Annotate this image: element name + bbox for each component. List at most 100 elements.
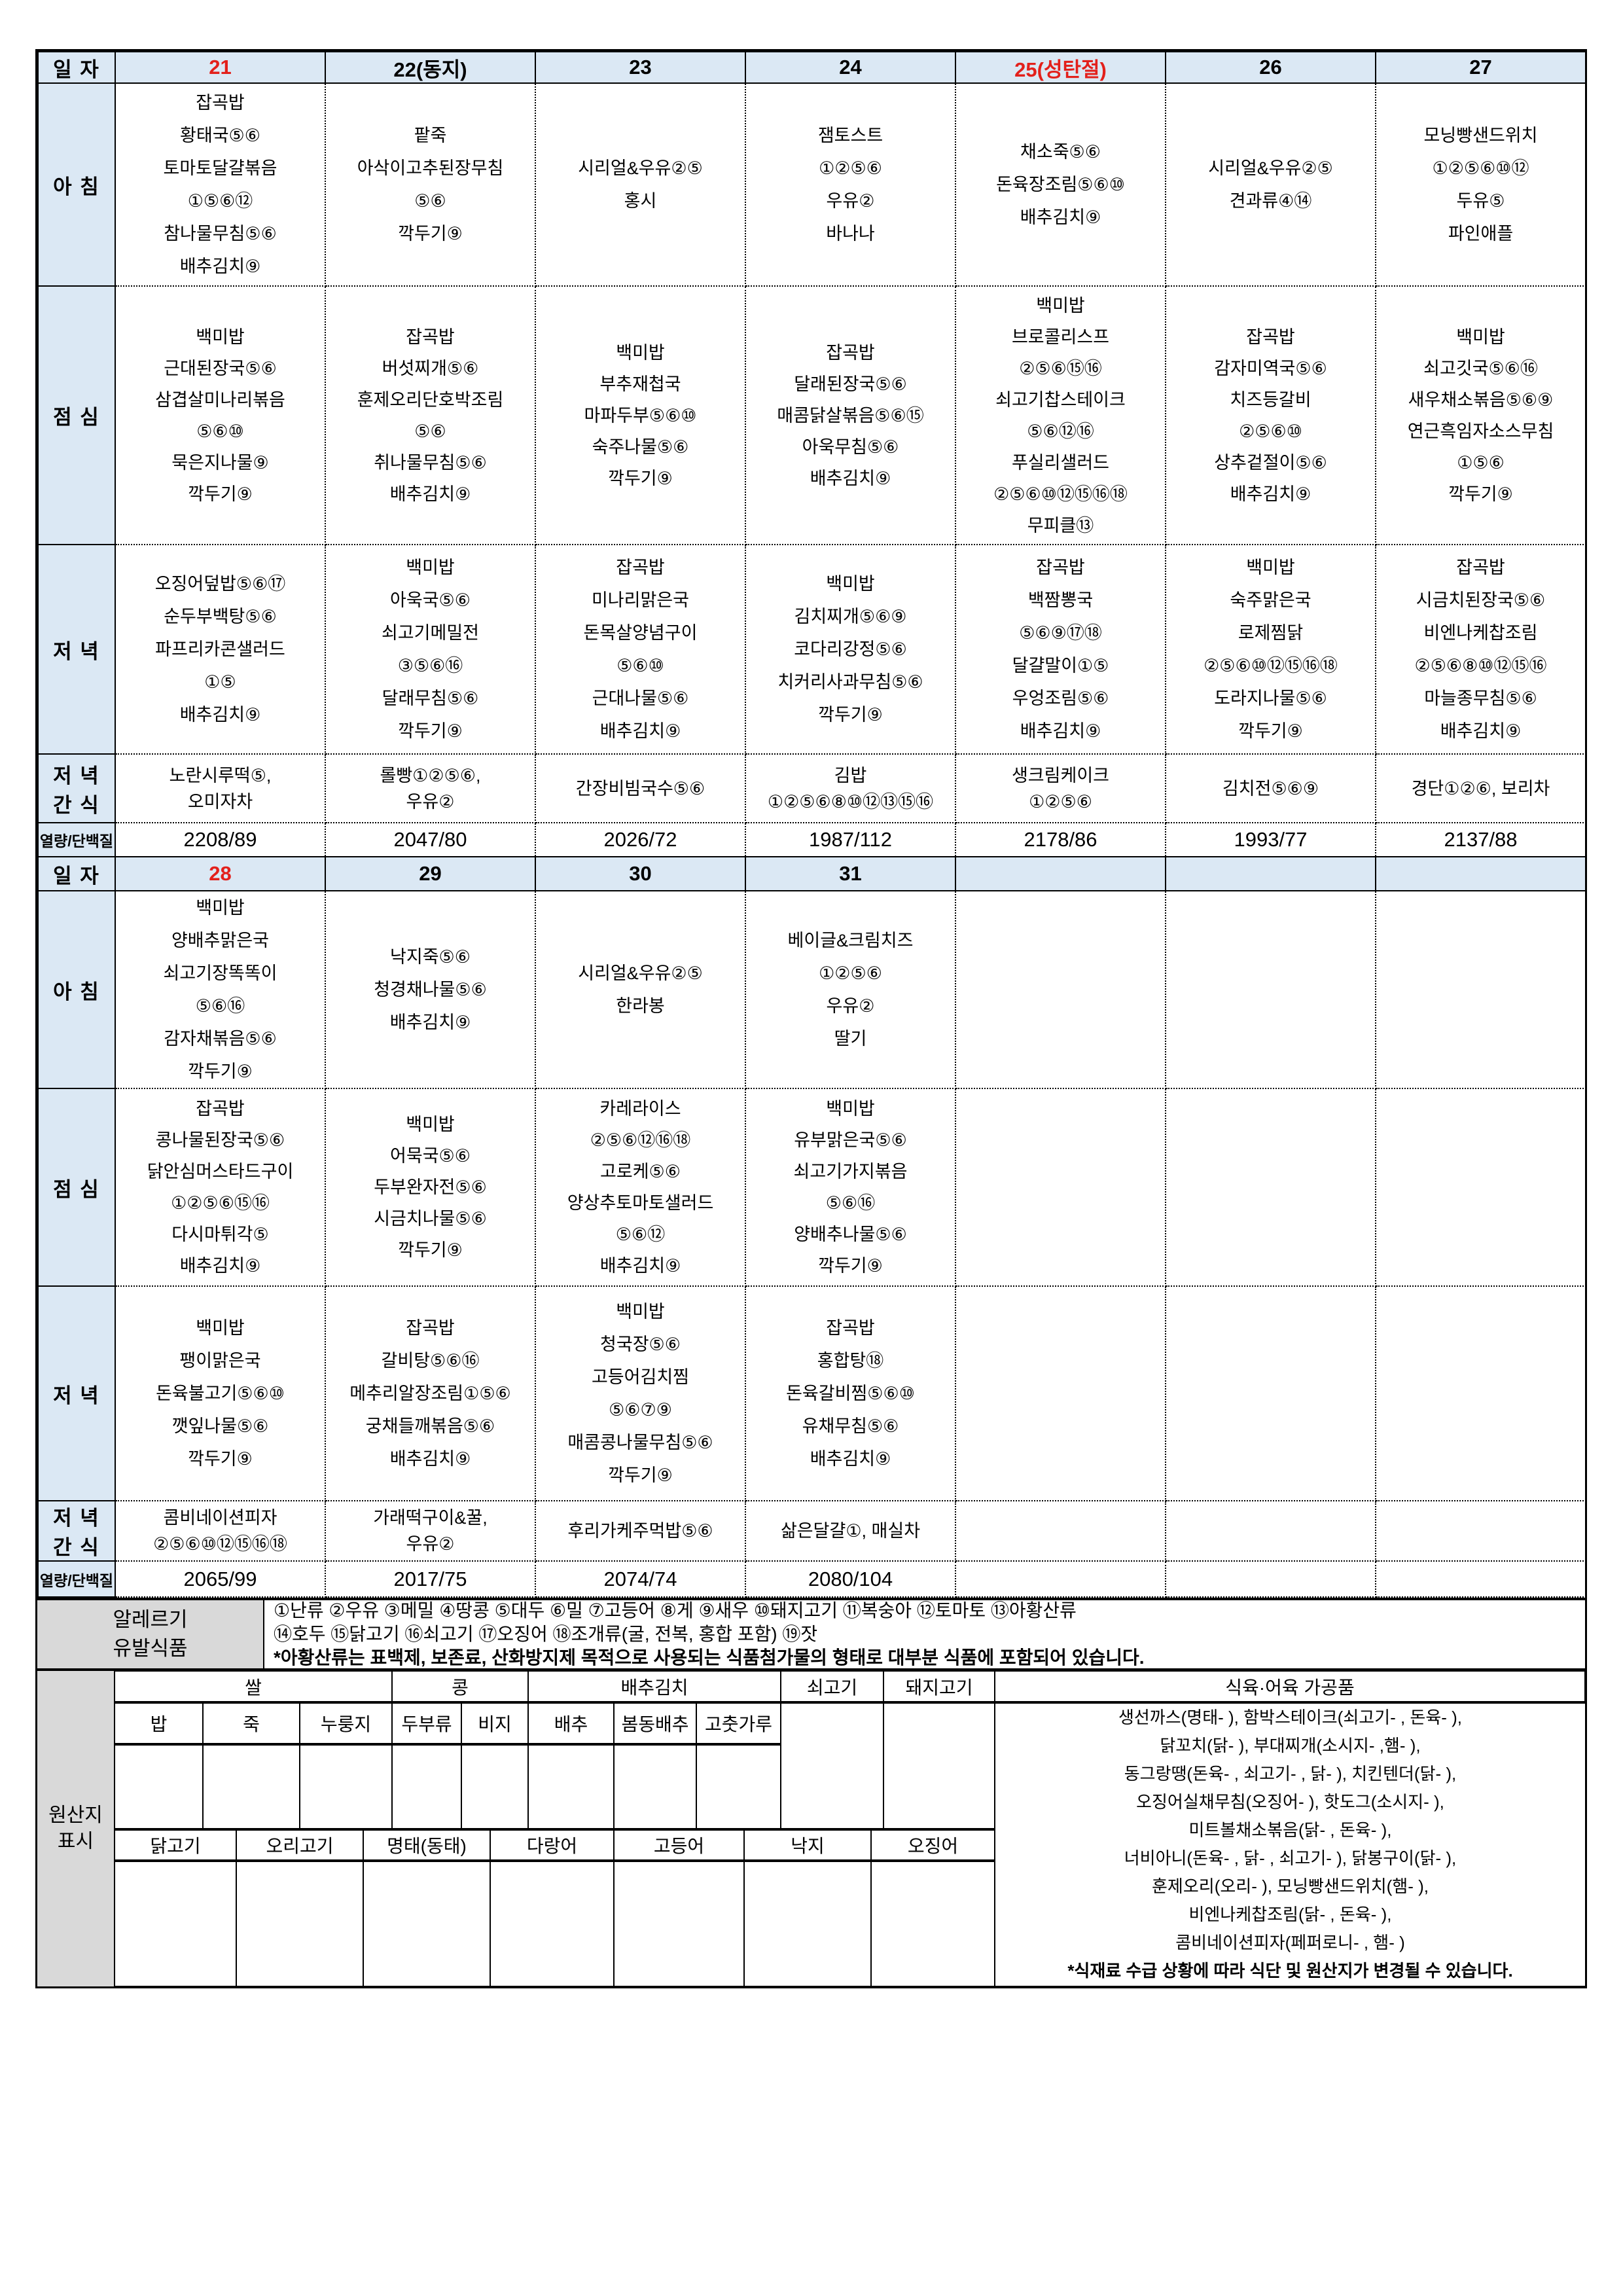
menu-cell-lunch: 백미밥 쇠고깃국⑤⑥⑯ 새우채소볶음⑤⑥⑨ 연근흑임자소스무침 ①⑤⑥ 깍두기⑨ <box>1375 285 1586 545</box>
menu-item: 잡곡밥 <box>616 558 665 577</box>
menu-item: 감자미역국⑤⑥ <box>1214 358 1327 378</box>
menu-item: 양상추토마토샐러드 <box>567 1193 714 1213</box>
menu-item: 마파두부⑤⑥⑩ <box>584 405 697 425</box>
menu-cell-dinner: 백미밥 청국장⑤⑥ 고등어김치찜 ⑤⑥⑦⑨ 매콤콩나물무침⑤⑥ 깍두기⑨ <box>535 1285 746 1501</box>
menu-item: 카레라이스 <box>599 1099 681 1119</box>
menu-cell-dinner: 잡곡밥 갈비탕⑤⑥⑯ 메추리알장조림①⑤⑥ 궁채들깨볶음⑤⑥ 배추김치⑨ <box>325 1285 536 1501</box>
menu-item: 백미밥 <box>196 1318 245 1338</box>
row-label: 일 자 <box>37 51 116 84</box>
menu-table: 일 자 21 22(동지) 23 24 25(성탄절) 26 27 아 침 잡곡밥 황태국⑤⑥ 토마토… <box>37 51 1586 1598</box>
menu-item: ①②⑤⑥⑮⑯ <box>171 1193 270 1213</box>
allergen-legend-section: 알레르기 유발식품 ①난류 ②우유 ③메밀 ④땅콩 ⑤대두 ⑥밀 ⑦고등어 ⑧게… <box>37 1598 1585 1671</box>
menu-item: 미나리맑은국 <box>591 590 690 610</box>
menu-item: 배추김치⑨ <box>1440 721 1522 741</box>
origin-group-header: 돼지고기 <box>883 1671 995 1702</box>
menu-item: 돈육불고기⑤⑥⑩ <box>156 1384 285 1403</box>
menu-cell-lunch <box>955 1088 1166 1287</box>
menu-item: 부추재첩국 <box>599 374 681 394</box>
menu-cell-dinner <box>1375 1285 1586 1501</box>
menu-item: 우유② <box>406 791 455 812</box>
menu-cell-breakfast <box>1375 890 1586 1089</box>
menu-item: 백미밥 <box>1246 558 1295 577</box>
origin-fish-header: 닭고기 <box>115 1829 236 1861</box>
menu-item: 깍두기⑨ <box>1448 484 1513 504</box>
menu-item: 궁채들깨볶음⑤⑥ <box>365 1416 495 1436</box>
menu-item: 달래된장국⑤⑥ <box>794 374 907 394</box>
menu-item: 양배추맑은국 <box>171 931 270 950</box>
menu-item: 다시마튀각⑤ <box>171 1225 269 1244</box>
origin-value-cell <box>461 1744 528 1829</box>
menu-item: 상추겉절이⑤⑥ <box>1214 452 1327 473</box>
thick-divider <box>115 1828 995 1831</box>
menu-item: 쇠고기가지볶음 <box>793 1162 908 1181</box>
menu-item: ③⑤⑥⑯ <box>397 656 463 675</box>
processed-food-line: 너비아니(돈육- , 닭- , 쇠고기- ), 닭봉구이(닭- ), <box>1124 1848 1457 1868</box>
menu-item: ②⑤⑥⑫⑯⑱ <box>590 1130 691 1150</box>
menu-item: 청경채나물⑤⑥ <box>374 980 487 999</box>
menu-item: 백미밥 <box>406 1115 455 1134</box>
menu-item: 홍시 <box>624 191 657 211</box>
menu-item: 김밥 <box>834 765 867 785</box>
menu-cell-breakfast: 잡곡밥 황태국⑤⑥ 토마토달걀볶음 ①⑤⑥⑫ 참나물무침⑤⑥ 배추김치⑨ <box>115 82 326 287</box>
menu-item: 깍두기⑨ <box>188 484 253 504</box>
menu-item: 잡곡밥 <box>1246 327 1295 347</box>
menu-item: 시금치나물⑤⑥ <box>374 1209 487 1229</box>
origin-footnote: *식재료 수급 상황에 따라 식단 및 원산지가 변경될 수 있습니다. <box>1067 1961 1513 1981</box>
origin-value-cell <box>115 1861 236 1986</box>
origin-value-cell <box>236 1861 363 1986</box>
row-label: 열량/단백질 <box>37 1560 116 1598</box>
origin-section-label: 원산지 표시 <box>37 1671 115 1986</box>
nutrition-cell: 2026/72 <box>535 822 746 857</box>
menu-item: 팽이맑은국 <box>179 1351 261 1371</box>
menu-item: 홍합탕⑱ <box>817 1351 884 1371</box>
row-label: 아 침 <box>37 890 116 1089</box>
menu-item: 깻잎나물⑤⑥ <box>171 1416 269 1436</box>
menu-cell-snack: 경단①②⑥, 보리차 <box>1375 753 1586 823</box>
menu-item: 깍두기⑨ <box>398 1240 463 1260</box>
menu-item: 파인애플 <box>1448 224 1514 243</box>
menu-cell-lunch: 백미밥 유부맑은국⑤⑥ 쇠고기가지볶음 ⑤⑥⑯ 양배추나물⑤⑥ 깍두기⑨ <box>745 1088 956 1287</box>
menu-cell-lunch <box>1165 1088 1376 1287</box>
menu-cell-snack: 김밥 ①②⑤⑥⑧⑩⑫⑬⑮⑯ <box>745 753 956 823</box>
origin-value-cell <box>614 1744 696 1829</box>
menu-item: 딸기 <box>834 1029 867 1049</box>
menu-item: 푸실리샐러드 <box>1011 452 1110 473</box>
menu-item: 깍두기⑨ <box>1238 721 1303 741</box>
origin-group-header: 쇠고기 <box>781 1671 883 1702</box>
menu-item: 백미밥 <box>1456 327 1505 347</box>
menu-cell-breakfast: 팥죽 아삭이고추된장무침 ⑤⑥ 깍두기⑨ <box>325 82 536 287</box>
nutrition-cell: 1987/112 <box>745 822 956 857</box>
menu-cell-snack: 삶은달걀①, 매실차 <box>745 1500 956 1562</box>
menu-item: 베이글&크림치즈 <box>787 931 914 950</box>
menu-item: 깍두기⑨ <box>188 1062 253 1081</box>
menu-item: 배추김치⑨ <box>1020 207 1101 227</box>
origin-fish-header: 다랑어 <box>490 1829 614 1861</box>
allergen-legend-line2: ⑭호두 ⑮닭고기 ⑯쇠고기 ⑰오징어 ⑱조개류(굴, 전복, 홍합 포함) ⑲잣 <box>274 1624 818 1644</box>
origin-group-header: 쌀 <box>115 1671 392 1702</box>
origin-group-header: 배추김치 <box>528 1671 781 1702</box>
date-cell: 29 <box>325 856 536 891</box>
menu-item: 모닝빵샌드위치 <box>1423 126 1538 145</box>
date-cell: 24 <box>745 51 956 84</box>
menu-item: 배추김치⑨ <box>179 257 261 276</box>
allergen-legend-line1: ①난류 ②우유 ③메밀 ④땅콩 ⑤대두 ⑥밀 ⑦고등어 ⑧게 ⑨새우 ⑩돼지고기… <box>274 1600 1077 1621</box>
origin-value-cell <box>696 1744 781 1829</box>
menu-item: 배추김치⑨ <box>810 468 891 488</box>
row-label: 아 침 <box>37 82 116 287</box>
menu-cell-breakfast: 잼토스트 ①②⑤⑥ 우유② 바나나 <box>745 82 956 287</box>
menu-item: 닭안심머스타드구이 <box>147 1162 294 1181</box>
menu-item: 매콤닭살볶음⑤⑥⑮ <box>777 405 924 425</box>
menu-item: 김치찌개⑤⑥⑨ <box>794 607 907 626</box>
processed-food-line: 동그랑땡(돈육- , 쇠고기- , 닭- ), 치킨텐더(닭- ), <box>1124 1764 1457 1784</box>
menu-item: 돈육장조림⑤⑥⑩ <box>996 175 1125 194</box>
menu-item: 고등어김치찜 <box>591 1367 690 1387</box>
menu-item: 배추김치⑨ <box>810 1449 891 1469</box>
menu-item: ②⑤⑥⑩⑫⑮⑯⑱ <box>153 1534 287 1554</box>
row-label: 점 심 <box>37 1088 116 1287</box>
menu-item: 깍두기⑨ <box>818 705 883 725</box>
menu-item: 잡곡밥 <box>196 1099 245 1119</box>
menu-item: 롤빵①②⑤⑥, <box>380 765 481 785</box>
menu-cell-dinner: 잡곡밥 백짬뽕국 ⑤⑥⑨⑰⑱ 달걀말이①⑤ 우엉조림⑤⑥ 배추김치⑨ <box>955 544 1166 755</box>
menu-item: 쇠고기찹스테이크 <box>995 389 1126 410</box>
